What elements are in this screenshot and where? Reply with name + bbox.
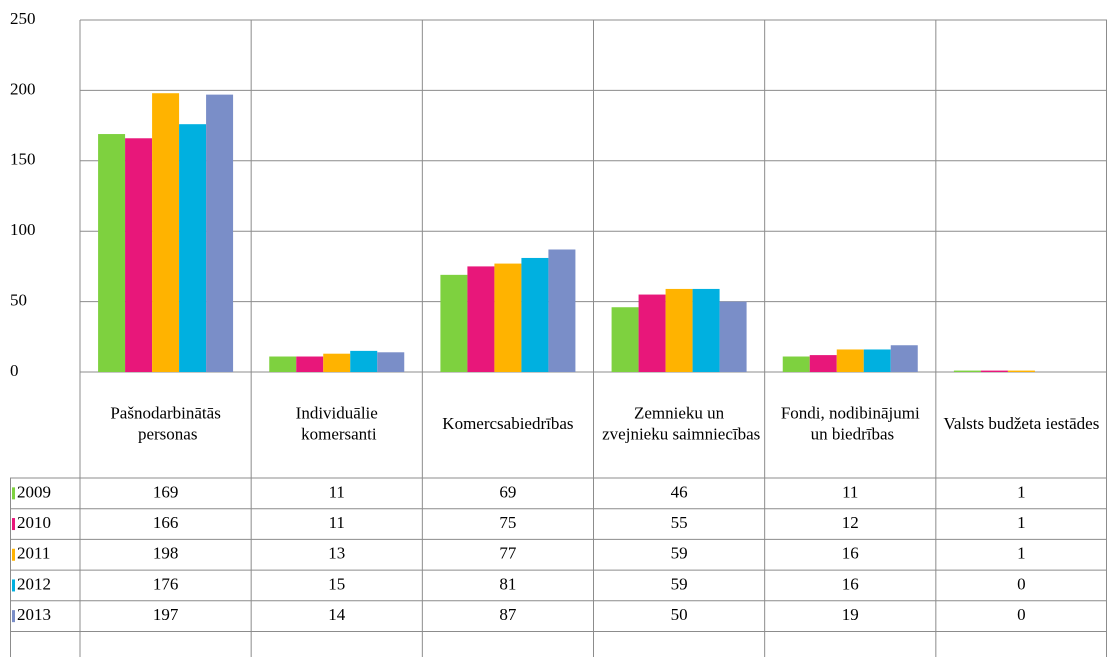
table-value: 0 <box>1017 574 1026 593</box>
table-value: 11 <box>329 513 345 532</box>
category-label: Komercsabiedrības <box>442 414 573 433</box>
bar <box>467 266 495 372</box>
legend-label: 2012 <box>17 574 51 593</box>
table-value: 81 <box>499 574 516 593</box>
table-value: 169 <box>153 482 179 501</box>
category-label: Individuālie komersanti <box>296 403 378 443</box>
table-value: 55 <box>671 513 688 532</box>
table-value: 16 <box>842 574 859 593</box>
table-value: 198 <box>153 544 179 563</box>
table-value: 166 <box>153 513 179 532</box>
category-label: Valsts budžeta iestādes <box>944 414 1100 433</box>
table-value: 19 <box>842 605 859 624</box>
bar <box>548 249 576 372</box>
table-value: 1 <box>1017 513 1026 532</box>
y-tick-label: 150 <box>10 150 36 169</box>
table-value: 197 <box>153 605 179 624</box>
bar <box>719 301 747 372</box>
bar <box>440 274 468 372</box>
bar <box>809 355 837 372</box>
bar <box>665 288 693 372</box>
bar <box>782 356 810 372</box>
bar <box>836 349 864 372</box>
legend-key <box>12 487 15 500</box>
bar <box>377 352 405 372</box>
table-value: 0 <box>1017 605 1026 624</box>
bar <box>890 345 918 372</box>
table-value: 11 <box>329 482 345 501</box>
legend-label: 2013 <box>17 605 51 624</box>
table-value: 75 <box>499 513 516 532</box>
table-value: 12 <box>842 513 859 532</box>
table-value: 59 <box>671 574 688 593</box>
bar <box>1007 370 1035 372</box>
table-value: 69 <box>499 482 516 501</box>
bar <box>521 257 549 372</box>
table-value: 59 <box>671 544 688 563</box>
bar <box>269 356 297 372</box>
y-tick-label: 50 <box>10 291 27 310</box>
legend-label: 2010 <box>17 513 51 532</box>
table-value: 46 <box>671 482 688 501</box>
bar <box>863 349 891 372</box>
table-value: 13 <box>328 544 345 563</box>
bar <box>350 350 378 372</box>
legend-key <box>12 548 15 561</box>
legend-key <box>12 518 15 531</box>
y-tick-label: 100 <box>10 220 36 239</box>
legend-key <box>12 610 15 623</box>
bar <box>638 294 666 372</box>
table-value: 1 <box>1017 544 1026 563</box>
y-tick-label: 0 <box>10 361 19 380</box>
bar <box>125 138 153 372</box>
table-value: 15 <box>328 574 345 593</box>
table-value: 14 <box>328 605 346 624</box>
table-value: 16 <box>842 544 859 563</box>
bar <box>980 370 1008 372</box>
y-tick-label: 200 <box>10 79 36 98</box>
category-label: Fondi, nodibinājumi un biedrības <box>781 403 920 443</box>
table-value: 50 <box>671 605 688 624</box>
category-label: Pašnodarbinātās personas <box>110 403 220 443</box>
table-value: 176 <box>153 574 179 593</box>
legend-key <box>12 579 15 592</box>
bar <box>98 134 126 372</box>
table-value: 87 <box>499 605 517 624</box>
bar <box>494 263 522 372</box>
bar <box>179 124 207 372</box>
bar <box>296 356 324 372</box>
bar <box>152 93 180 372</box>
bar <box>953 370 981 372</box>
legend-label: 2009 <box>17 482 51 501</box>
bar <box>611 307 639 372</box>
table-value: 77 <box>499 544 517 563</box>
bar <box>206 94 234 373</box>
category-label: Zemnieku un zvejnieku saimniecības <box>598 403 760 443</box>
y-tick-label: 250 <box>10 9 36 28</box>
table-value: 11 <box>842 482 858 501</box>
bar <box>692 288 720 372</box>
table-value: 1 <box>1017 482 1026 501</box>
bar <box>323 353 351 372</box>
legend-label: 2011 <box>17 544 50 563</box>
